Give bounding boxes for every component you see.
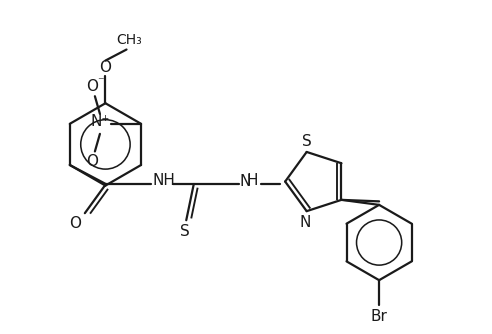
Text: Br: Br [370,309,388,324]
Text: ⁻: ⁻ [97,76,104,89]
Text: O: O [87,79,98,94]
Text: H: H [246,173,258,188]
Text: N: N [300,215,311,230]
Text: CH₃: CH₃ [116,33,142,47]
Text: O: O [69,216,81,231]
Text: S: S [302,134,311,149]
Text: N⁺: N⁺ [90,114,110,129]
Text: NH: NH [153,173,176,188]
Text: O: O [87,154,98,169]
Text: S: S [181,224,190,239]
Text: O: O [99,59,111,74]
Text: N: N [240,174,251,189]
